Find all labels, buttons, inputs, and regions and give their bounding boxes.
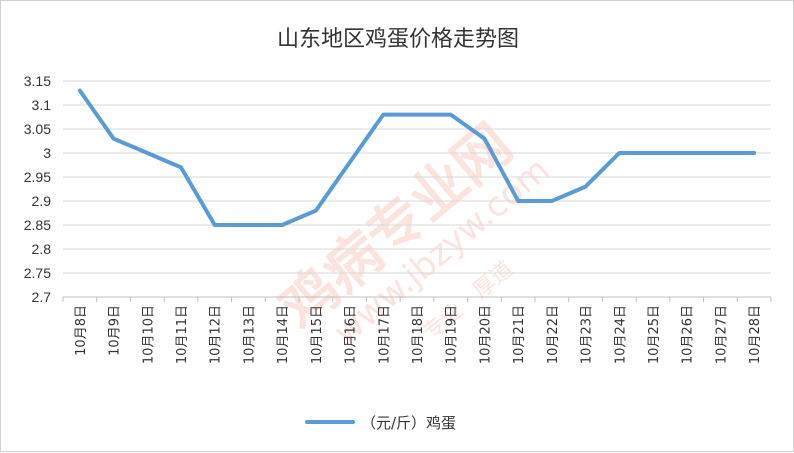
x-tick-label: 10月11日 bbox=[175, 305, 190, 364]
x-tick-label: 10月20日 bbox=[478, 305, 493, 364]
y-tick-label: 3.1 bbox=[32, 97, 52, 113]
legend: （元/斤）鸡蛋 bbox=[307, 414, 456, 432]
x-tick-label: 10月27日 bbox=[714, 305, 729, 364]
legend-label: （元/斤）鸡蛋 bbox=[361, 414, 456, 432]
y-axis-ticks: 2.7 2.75 2.8 2.85 2.9 2.95 3 3.05 3.1 3.15 bbox=[24, 73, 51, 305]
x-tick-label: 10月23日 bbox=[580, 305, 595, 364]
x-tick-label: 10月19日 bbox=[445, 305, 460, 364]
y-tick-label: 2.85 bbox=[24, 217, 51, 233]
x-tick-label: 10月14日 bbox=[276, 305, 291, 364]
x-tick-label: 10月12日 bbox=[209, 305, 224, 364]
y-tick-label: 2.7 bbox=[32, 289, 52, 305]
y-tick-label: 2.9 bbox=[32, 193, 52, 209]
x-tick-label: 10月28日 bbox=[748, 305, 763, 364]
x-axis-ticks: 10月8日 10月9日 10月10日 10月11日 10月12日 10月13日 10月14日… bbox=[74, 305, 763, 364]
x-tick-label: 10月18日 bbox=[411, 305, 426, 364]
chart-title: 山东地区鸡蛋价格走势图 bbox=[277, 27, 519, 52]
x-tick-label: 10月17日 bbox=[377, 305, 392, 364]
y-tick-label: 2.8 bbox=[32, 241, 52, 257]
y-tick-label: 2.75 bbox=[24, 265, 51, 281]
x-tick-label: 10月24日 bbox=[613, 305, 628, 364]
x-tick-label: 10月22日 bbox=[546, 305, 561, 364]
x-tick-label: 10月25日 bbox=[647, 305, 662, 364]
y-tick-label: 3.05 bbox=[24, 121, 51, 137]
x-tick-label: 10月8日 bbox=[74, 305, 89, 356]
x-tick-label: 10月13日 bbox=[242, 305, 257, 364]
y-tick-label: 2.95 bbox=[24, 169, 51, 185]
x-tick-label: 10月26日 bbox=[681, 305, 696, 364]
y-tick-label: 3.15 bbox=[24, 73, 51, 89]
x-tick-label: 10月21日 bbox=[512, 305, 527, 364]
x-tick-label: 10月16日 bbox=[344, 305, 359, 364]
x-tick-label: 10月15日 bbox=[310, 305, 325, 364]
x-tick-label: 10月10日 bbox=[141, 305, 156, 364]
x-tick-label: 10月9日 bbox=[108, 305, 123, 356]
y-tick-label: 3 bbox=[43, 145, 51, 161]
